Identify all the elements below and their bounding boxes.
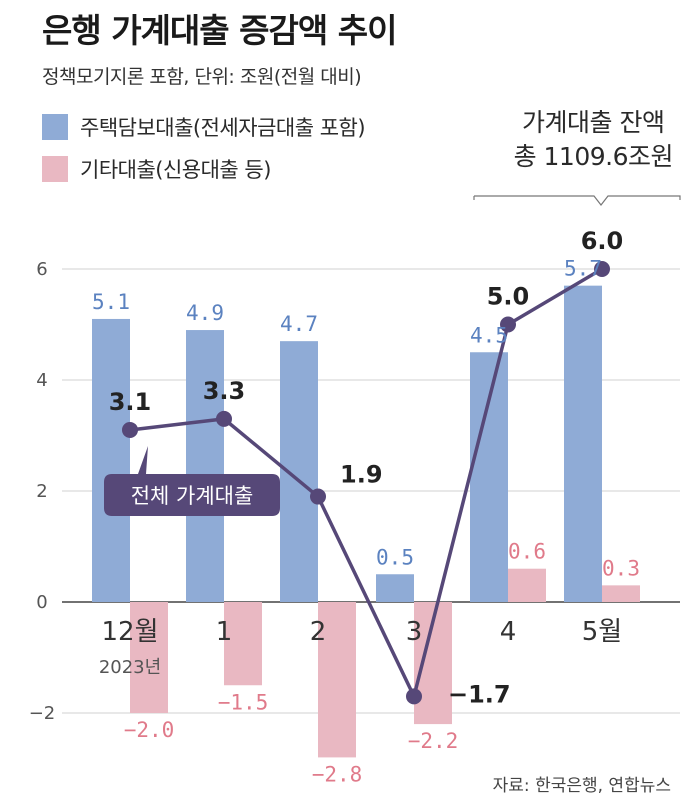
legend-swatch-other xyxy=(42,156,68,182)
label-mortgage: 5.1 xyxy=(92,290,130,314)
label-mortgage: 4.7 xyxy=(280,312,318,336)
x-tick-label: 5월 xyxy=(582,617,622,647)
legend-label-mortgage: 주택담보대출(전세자금대출 포함) xyxy=(80,116,366,140)
bar-mortgage xyxy=(92,318,130,602)
bar-mortgage xyxy=(376,574,414,602)
label-total: 3.3 xyxy=(203,377,246,405)
y-tick-label: 6 xyxy=(36,259,47,280)
label-mortgage: 4.5 xyxy=(470,323,508,347)
legend-item-mortgage: 주택담보대출(전세자금대출 포함) xyxy=(42,112,366,142)
x-year-note: 2023년 xyxy=(99,657,161,678)
bar-other xyxy=(508,568,546,602)
label-mortgage: 4.9 xyxy=(186,301,224,325)
total-callout: 전체 가계대출 xyxy=(104,446,280,516)
label-total: 1.9 xyxy=(340,461,383,489)
y-tick-label: −2 xyxy=(29,703,56,724)
x-tick-label: 3 xyxy=(406,617,423,647)
label-total: 6.0 xyxy=(581,227,624,255)
point-total xyxy=(310,488,326,505)
balance-line1: 가계대출 잔액 xyxy=(522,108,665,137)
x-tick-label: 12월 xyxy=(101,617,158,647)
bar-mortgage xyxy=(564,285,602,602)
y-tick-label: 0 xyxy=(36,592,47,613)
bar-other xyxy=(602,585,640,602)
bar-mortgage xyxy=(186,330,224,602)
point-total xyxy=(406,688,422,705)
label-total: 5.0 xyxy=(487,283,530,311)
bar-other xyxy=(224,602,262,686)
balance-bracket xyxy=(473,195,681,206)
x-tick-label: 2 xyxy=(310,617,327,647)
label-total: 3.1 xyxy=(109,388,152,416)
y-tick-label: 2 xyxy=(36,481,47,502)
bar-other xyxy=(318,602,356,758)
bar-mortgage xyxy=(470,352,508,602)
point-total xyxy=(122,421,138,438)
label-other: −2.0 xyxy=(124,718,175,742)
legend-label-other: 기타대출(신용대출 등) xyxy=(80,158,271,182)
label-mortgage: 5.7 xyxy=(564,257,602,281)
bar-other xyxy=(130,602,168,713)
series-line-total xyxy=(129,267,603,699)
balance-annotation: 가계대출 잔액 총 1109.6조원 xyxy=(513,106,674,174)
page-title: 은행 가계대출 증감액 추이 xyxy=(42,11,397,50)
label-mortgage: 0.5 xyxy=(376,545,414,569)
callout-label: 전체 가계대출 xyxy=(131,484,254,508)
label-other: −1.5 xyxy=(218,690,269,714)
label-total: −1.7 xyxy=(448,680,511,708)
point-total xyxy=(216,410,232,427)
x-tick-label: 1 xyxy=(216,617,233,647)
label-other: 0.6 xyxy=(508,540,546,564)
label-other: −2.8 xyxy=(312,762,363,786)
callout-box xyxy=(104,446,280,516)
chart-subtitle: 정책모기지론 포함, 단위: 조원(전월 대비) xyxy=(42,66,362,88)
source-note: 자료: 한국은행, 연합뉴스 xyxy=(492,776,671,796)
x-tick-label: 4 xyxy=(500,617,517,647)
legend-swatch-mortgage xyxy=(42,114,68,140)
label-other: −2.2 xyxy=(408,729,459,753)
point-total xyxy=(594,261,610,277)
balance-line2: 총 1109.6조원 xyxy=(513,142,674,171)
label-other: 0.3 xyxy=(602,556,640,580)
point-total xyxy=(500,316,516,333)
legend-item-other: 기타대출(신용대출 등) xyxy=(42,154,271,184)
y-tick-label: 4 xyxy=(36,370,47,391)
